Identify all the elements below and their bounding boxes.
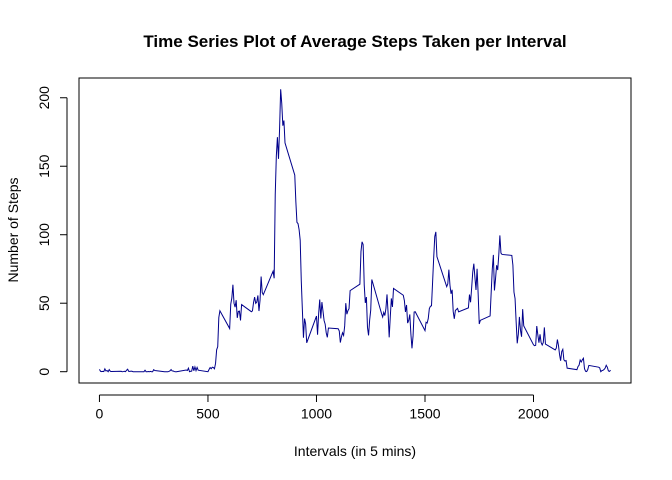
chart-title: Time Series Plot of Average Steps Taken … — [143, 32, 566, 51]
x-tick-label: 2000 — [518, 406, 549, 422]
x-axis-label: Intervals (in 5 mins) — [294, 443, 416, 459]
y-tick-label: 200 — [36, 86, 52, 110]
y-tick-label: 150 — [36, 154, 52, 178]
x-tick-label: 0 — [96, 406, 104, 422]
data-line — [99, 89, 611, 373]
x-tick-label: 500 — [196, 406, 220, 422]
x-tick-label: 1000 — [301, 406, 332, 422]
y-tick-label: 100 — [36, 223, 52, 247]
plot-box — [78, 77, 632, 384]
y-tick-label: 0 — [36, 368, 52, 376]
y-axis-label: Number of Steps — [5, 177, 21, 282]
y-tick-label: 50 — [36, 295, 52, 311]
x-tick-label: 1500 — [409, 406, 440, 422]
